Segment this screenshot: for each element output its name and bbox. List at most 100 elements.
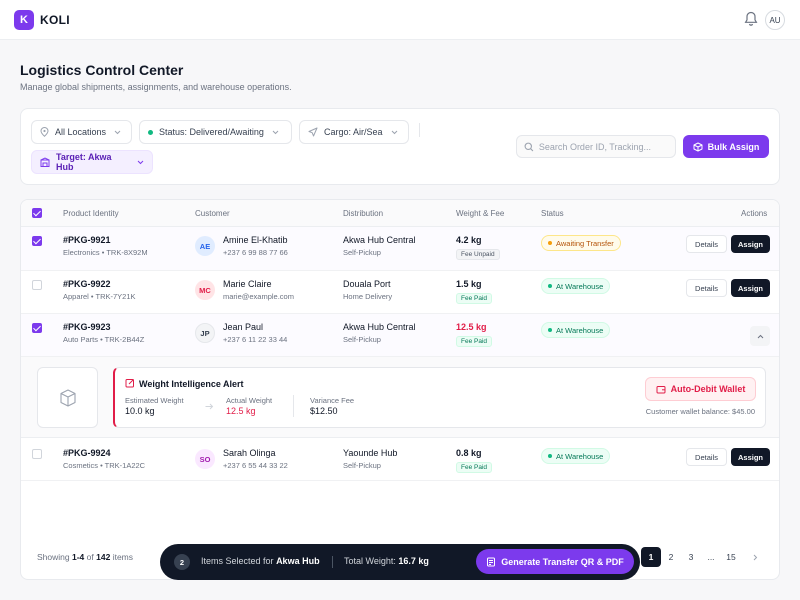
details-button[interactable]: Details [686, 448, 727, 466]
row-checkbox[interactable] [32, 449, 42, 459]
status-dot-icon [148, 129, 153, 135]
target-hub-label: Target: Akwa Hub [56, 152, 112, 172]
pagination-summary: Showing 1-4 of 142 items [37, 552, 133, 562]
target-hub-filter[interactable]: Target: Akwa Hub [31, 150, 153, 174]
status-badge: At Warehouse [541, 278, 611, 294]
distribution-method: Self-Pickup [343, 461, 381, 470]
customer-contact: +237 6 11 22 33 44 [223, 335, 288, 344]
fee-badge: Fee Paid [456, 336, 493, 347]
details-button[interactable]: Details [686, 279, 727, 297]
showing-items: items [112, 552, 133, 562]
row-checkbox[interactable] [32, 323, 42, 333]
metric-divider [293, 395, 294, 417]
location-filter-label: All Locations [55, 127, 107, 137]
fee-badge: Fee Paid [456, 462, 493, 473]
total-weight-label: Total Weight: [344, 556, 396, 566]
customer-avatar: JP [195, 323, 215, 343]
assign-button[interactable]: Assign [731, 235, 770, 253]
status-badge: At Warehouse [541, 322, 611, 338]
variance-fee-label: Variance Fee [310, 396, 355, 405]
estimated-weight-label: Estimated Weight [125, 396, 184, 405]
table-row[interactable]: #PKG-9923 Auto Parts • TRK-2B44Z JP Jean… [21, 314, 779, 357]
selected-hub: Akwa Hub [276, 556, 320, 566]
package-weight: 12.5 kg [456, 322, 487, 332]
row-checkbox[interactable] [32, 236, 42, 246]
status-dot-icon [548, 284, 552, 288]
table-header: Product Identity Customer Distribution W… [21, 200, 779, 227]
wallet-balance: Customer wallet balance: $45.00 [645, 407, 755, 416]
details-button[interactable]: Details [686, 235, 727, 253]
page-ellipsis: ... [707, 552, 715, 562]
filter-divider [419, 123, 420, 137]
top-bar: K KOLI AU [0, 0, 800, 40]
document-icon [487, 557, 496, 566]
auto-debit-wallet-button[interactable]: Auto-Debit Wallet [645, 377, 756, 401]
weight-alert-card: Weight Intelligence Alert Estimated Weig… [113, 367, 766, 428]
select-all-checkbox[interactable] [32, 208, 42, 218]
status-label: At Warehouse [556, 281, 604, 291]
header-customer: Customer [195, 209, 230, 218]
table-row[interactable]: #PKG-9921 Electronics • TRK-8X92M AE Ami… [21, 227, 779, 271]
table-row[interactable]: #PKG-9922 Apparel • TRK-7Y21K MC Marie C… [21, 271, 779, 314]
bulk-assign-label: Bulk Assign [707, 141, 760, 152]
logo-icon[interactable]: K [14, 10, 34, 30]
distribution-method: Self-Pickup [343, 248, 381, 257]
status-filter[interactable]: Status: Delivered/Awaiting [139, 120, 292, 144]
header-actions: Actions [741, 209, 768, 218]
chevron-up-icon [757, 334, 763, 338]
next-page-button[interactable] [745, 547, 765, 567]
estimated-weight-value: 10.0 kg [125, 406, 155, 416]
package-id: #PKG-9923 [63, 322, 111, 332]
showing-range: 1-4 [71, 552, 85, 562]
bell-icon[interactable] [744, 11, 758, 27]
search-box[interactable] [516, 135, 676, 158]
chevron-down-icon [391, 130, 397, 134]
status-badge: At Warehouse [541, 448, 611, 464]
package-thumbnail [37, 367, 98, 428]
customer-name: Amine El-Khatib [223, 235, 288, 245]
generate-transfer-label: Generate Transfer QR & PDF [501, 556, 624, 567]
package-icon [59, 388, 76, 407]
customer-contact: +237 6 99 88 77 66 [223, 248, 288, 257]
assign-button[interactable]: Assign [731, 448, 770, 466]
variance-fee-value: $12.50 [310, 406, 338, 416]
customer-avatar: SO [195, 449, 215, 469]
bulk-assign-button[interactable]: Bulk Assign [683, 135, 769, 158]
location-filter[interactable]: All Locations [31, 120, 132, 144]
distribution-hub: Douala Port [343, 279, 391, 289]
customer-contact: +237 6 55 44 33 22 [223, 461, 288, 470]
actual-weight-value: 12.5 kg [226, 406, 256, 416]
search-input[interactable] [538, 141, 668, 152]
cargo-filter[interactable]: Cargo: Air/Sea [299, 120, 409, 144]
page-3-button[interactable]: 3 [688, 552, 694, 562]
user-avatar[interactable]: AU [765, 10, 785, 30]
weight-alert-panel: Weight Intelligence Alert Estimated Weig… [21, 357, 779, 438]
box-icon [693, 142, 703, 151]
package-id: #PKG-9924 [63, 448, 111, 458]
edit-icon [125, 379, 134, 388]
alert-title: Weight Intelligence Alert [139, 379, 244, 389]
chevron-down-icon [272, 130, 279, 134]
distribution-hub: Yaounde Hub [343, 448, 398, 458]
actual-weight-label: Actual Weight [226, 396, 273, 405]
header-weight-fee: Weight & Fee [456, 209, 505, 218]
map-pin-icon [40, 127, 49, 137]
customer-name: Jean Paul [223, 322, 264, 332]
row-checkbox[interactable] [32, 280, 42, 290]
page-15-button[interactable]: 15 [726, 552, 736, 562]
assign-button[interactable]: Assign [731, 279, 770, 297]
wallet-icon [656, 385, 666, 393]
fee-badge: Fee Paid [456, 293, 493, 304]
page-2-button[interactable]: 2 [668, 552, 674, 562]
page-1-button[interactable]: 1 [641, 547, 661, 567]
selection-divider [332, 556, 333, 568]
page-subtitle: Manage global shipments, assignments, an… [20, 82, 292, 92]
distribution-method: Home Delivery [343, 292, 393, 301]
table-row[interactable]: #PKG-9924 Cosmetics • TRK-1A22C SO Sarah… [21, 438, 779, 481]
generate-transfer-button[interactable]: Generate Transfer QR & PDF [476, 549, 634, 574]
customer-avatar: MC [195, 280, 215, 300]
header-distribution: Distribution [343, 209, 384, 218]
page-title: Logistics Control Center [20, 62, 184, 78]
collapse-row-button[interactable] [750, 326, 770, 346]
chevron-down-icon [114, 130, 121, 134]
